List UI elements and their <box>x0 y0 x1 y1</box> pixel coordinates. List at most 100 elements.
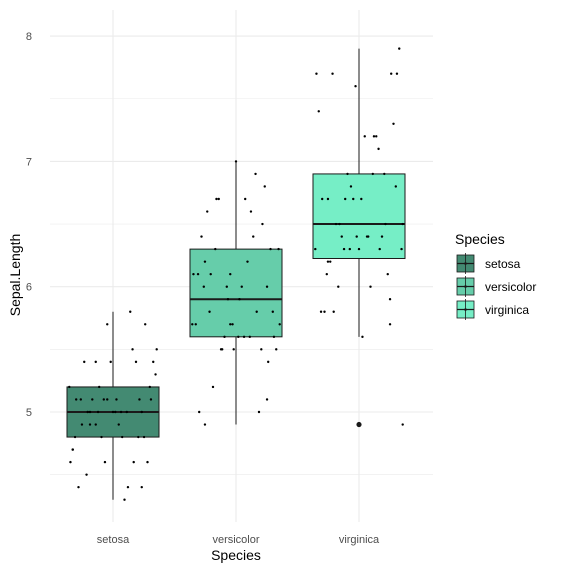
data-point <box>192 272 195 276</box>
data-point <box>326 260 330 263</box>
data-point <box>392 122 395 126</box>
data-point <box>321 197 324 201</box>
data-point <box>144 323 147 326</box>
data-point <box>138 398 141 401</box>
y-tick-label: 7 <box>26 156 32 168</box>
data-point <box>380 235 384 238</box>
data-point <box>314 247 317 251</box>
data-point <box>208 310 211 313</box>
data-point <box>348 247 351 251</box>
data-point <box>388 323 392 326</box>
legend-title: Species <box>455 231 505 247</box>
data-point <box>272 335 276 339</box>
data-point <box>111 410 115 414</box>
data-point <box>96 410 100 414</box>
data-point <box>203 260 207 263</box>
data-point <box>71 448 74 451</box>
legend: Species setosa versicolor virginica <box>455 231 536 320</box>
data-point <box>229 323 232 326</box>
legend-point <box>464 285 467 288</box>
data-point <box>234 160 238 163</box>
data-point <box>329 260 332 263</box>
data-point <box>263 185 266 188</box>
data-point <box>383 172 386 176</box>
data-point <box>242 335 246 339</box>
x-axis-title: Species <box>211 547 261 563</box>
data-point <box>337 285 340 288</box>
data-point <box>317 110 320 113</box>
data-point <box>401 222 404 226</box>
data-point <box>323 310 326 313</box>
data-point <box>386 272 389 276</box>
data-point <box>129 310 132 313</box>
x-tick-labels: setosa versicolor virginica <box>97 534 380 546</box>
x-tick-label: versicolor <box>212 534 259 546</box>
data-point <box>265 398 269 401</box>
box-body <box>189 248 283 338</box>
data-point <box>73 435 77 439</box>
data-point <box>240 285 243 288</box>
data-point <box>140 410 143 414</box>
data-point <box>94 360 97 364</box>
data-point <box>237 335 240 339</box>
legend-point <box>464 262 467 265</box>
data-point <box>257 410 261 414</box>
data-point <box>325 272 328 276</box>
data-point <box>88 423 92 426</box>
jitter-points <box>68 47 404 501</box>
data-point <box>267 360 270 364</box>
data-point <box>355 235 358 238</box>
data-point <box>196 272 200 276</box>
data-point <box>338 222 341 226</box>
data-point <box>249 210 253 213</box>
data-point <box>75 398 78 401</box>
data-point <box>394 185 397 188</box>
data-point <box>214 247 217 251</box>
data-point <box>117 423 120 426</box>
data-point <box>269 247 272 251</box>
data-point <box>80 423 84 426</box>
data-point <box>231 323 234 326</box>
data-point <box>395 72 399 75</box>
data-point <box>123 498 126 501</box>
data-point <box>132 460 135 464</box>
data-point <box>100 435 103 439</box>
x-tick-label: setosa <box>97 534 130 546</box>
data-point <box>91 398 94 401</box>
box-virginica <box>312 48 406 428</box>
data-point <box>244 197 247 201</box>
data-point <box>254 172 257 176</box>
box-setosa <box>66 311 160 500</box>
data-point <box>375 135 378 138</box>
data-point <box>342 247 346 251</box>
data-point <box>191 323 194 326</box>
data-point <box>361 335 364 339</box>
data-point <box>398 47 401 50</box>
data-point <box>86 410 89 414</box>
y-tick-label: 5 <box>26 407 32 419</box>
box-body <box>312 173 406 260</box>
data-point <box>369 285 372 288</box>
data-point <box>88 410 92 414</box>
data-point <box>238 298 241 301</box>
data-point <box>198 410 201 414</box>
data-point <box>261 222 264 226</box>
data-point <box>223 335 226 339</box>
data-point <box>334 222 338 226</box>
data-point <box>332 310 335 313</box>
y-axis-title: Sepal.Length <box>7 234 23 317</box>
legend-label: virginica <box>485 303 529 317</box>
data-point <box>260 348 263 351</box>
data-point <box>377 147 380 151</box>
y-tick-label: 6 <box>26 282 32 294</box>
legend-key-versicolor: versicolor <box>456 276 536 297</box>
data-point <box>149 398 153 401</box>
data-point <box>94 423 97 426</box>
legend-key-setosa: setosa <box>456 253 521 274</box>
data-point <box>131 348 134 351</box>
data-point <box>106 323 109 326</box>
data-point <box>154 373 157 376</box>
data-point <box>246 260 249 263</box>
data-point <box>79 398 83 401</box>
